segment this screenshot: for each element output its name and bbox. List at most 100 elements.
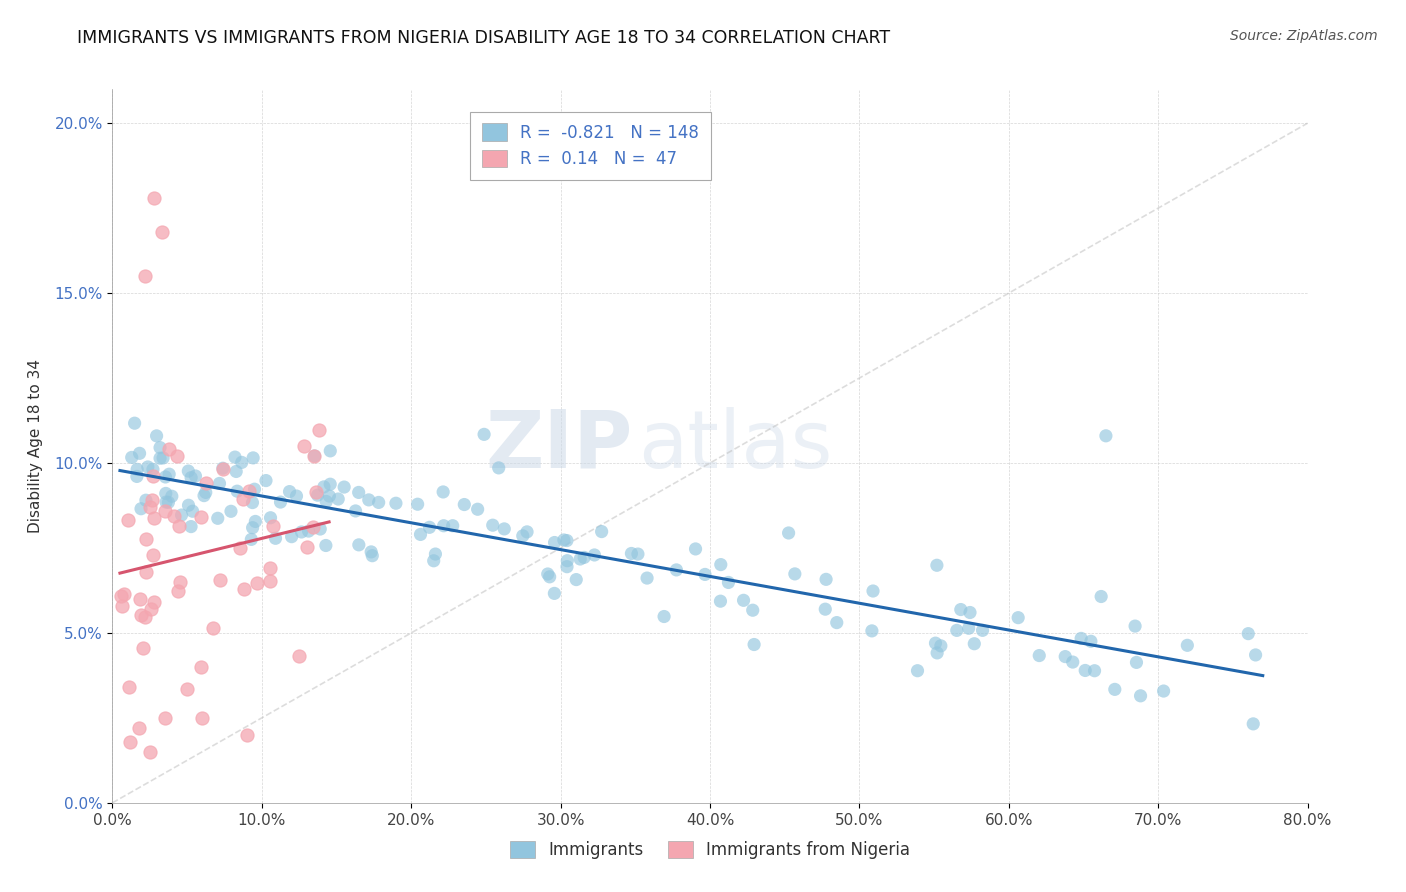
Point [149, 441, 172, 455]
Point [264, 531, 287, 545]
Point [212, 461, 235, 475]
Point [319, 477, 342, 491]
Point [1054, 649, 1077, 664]
Point [778, 526, 800, 541]
Point [652, 609, 675, 624]
Point [453, 498, 475, 512]
Point [243, 482, 266, 496]
Point [111, 599, 134, 614]
Point [229, 541, 252, 555]
Point [110, 589, 132, 603]
Point [177, 464, 200, 478]
Point [733, 593, 755, 607]
Point [259, 574, 281, 588]
Point [367, 495, 389, 509]
Point [1090, 590, 1112, 604]
Point [155, 495, 177, 509]
Point [422, 554, 444, 568]
Point [963, 637, 986, 651]
Point [129, 501, 152, 516]
Point [1175, 638, 1198, 652]
Point [153, 711, 176, 725]
Point [142, 462, 165, 476]
Point [929, 639, 952, 653]
Point [927, 646, 949, 660]
Point [537, 566, 560, 581]
Point [208, 476, 231, 491]
Point [1129, 689, 1152, 703]
Point [665, 563, 688, 577]
Point [259, 510, 281, 524]
Point [153, 504, 176, 518]
Point [741, 603, 763, 617]
Point [285, 489, 308, 503]
Point [409, 527, 432, 541]
Point [636, 571, 658, 585]
Point [304, 449, 326, 463]
Point [433, 518, 456, 533]
Y-axis label: Disability Age 18 to 34: Disability Age 18 to 34 [28, 359, 44, 533]
Point [139, 602, 162, 616]
Point [328, 491, 350, 506]
Point [180, 519, 202, 533]
Point [569, 552, 592, 566]
Point [149, 451, 172, 466]
Point [717, 575, 740, 590]
Point [315, 494, 337, 508]
Point [553, 533, 575, 547]
Point [270, 495, 292, 509]
Point [240, 533, 263, 547]
Point [112, 586, 135, 600]
Point [238, 484, 260, 499]
Point [538, 570, 561, 584]
Point [516, 524, 538, 539]
Point [211, 461, 233, 475]
Point [201, 621, 224, 635]
Point [245, 515, 267, 529]
Point [143, 595, 166, 609]
Point [432, 485, 454, 500]
Point [129, 608, 152, 623]
Point [131, 641, 153, 656]
Point [742, 638, 765, 652]
Point [565, 573, 588, 587]
Point [543, 586, 565, 600]
Point [120, 734, 142, 748]
Point [166, 449, 188, 463]
Text: ZIP: ZIP [485, 407, 633, 485]
Point [193, 489, 215, 503]
Point [481, 518, 503, 533]
Point [226, 484, 249, 499]
Point [177, 498, 200, 512]
Point [472, 427, 495, 442]
Point [357, 492, 380, 507]
Point [176, 682, 198, 697]
Point [494, 522, 516, 536]
Point [583, 548, 606, 562]
Point [441, 518, 464, 533]
Point [924, 636, 946, 650]
Point [190, 510, 212, 524]
Point [425, 547, 447, 561]
Point [135, 493, 157, 508]
Text: atlas: atlas [638, 407, 832, 485]
Point [1062, 655, 1084, 669]
Point [627, 547, 650, 561]
Point [142, 548, 165, 562]
Text: Source: ZipAtlas.com: Source: ZipAtlas.com [1230, 29, 1378, 43]
Point [231, 455, 253, 469]
Point [972, 624, 994, 638]
Point [1074, 664, 1097, 678]
Point [309, 522, 332, 536]
Point [693, 567, 716, 582]
Point [685, 541, 707, 556]
Point [195, 475, 218, 490]
Point [1080, 634, 1102, 648]
Point [957, 621, 980, 635]
Point [815, 573, 838, 587]
Point [125, 469, 148, 483]
Point [242, 521, 264, 535]
Point [1244, 648, 1267, 662]
Point [1237, 626, 1260, 640]
Point [134, 609, 156, 624]
